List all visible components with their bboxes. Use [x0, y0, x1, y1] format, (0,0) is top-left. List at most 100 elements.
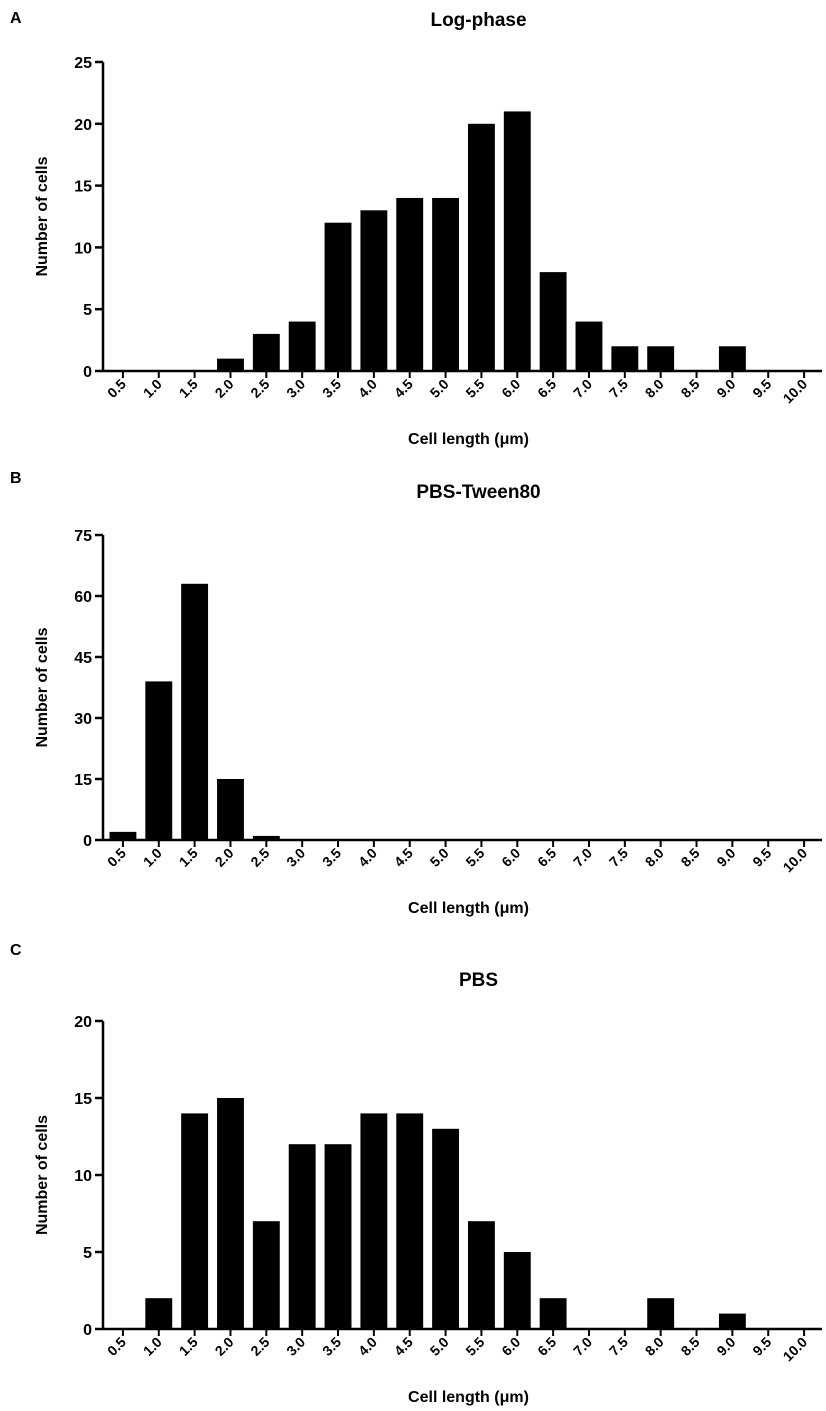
panel-letter: B: [10, 470, 22, 487]
x-tick-label: 2.5: [247, 376, 272, 401]
bar-2.0: [217, 1098, 244, 1329]
bar-1.5: [181, 1113, 209, 1329]
x-tick-label: 1.0: [140, 1334, 165, 1359]
x-tick-label: 9.5: [749, 376, 774, 401]
y-tick-label: 25: [74, 55, 92, 72]
x-tick-label: 7.5: [606, 1334, 631, 1359]
bar-6.5: [539, 1298, 567, 1329]
x-tick-label: 5.0: [427, 845, 452, 870]
y-tick-label: 30: [74, 711, 92, 728]
bar-2.0: [217, 779, 244, 840]
x-tick-label: 5.0: [427, 1334, 452, 1359]
x-tick-label: 3.5: [319, 1334, 344, 1359]
x-tick-label: 6.0: [498, 376, 523, 401]
y-tick-label: 15: [74, 772, 92, 789]
bar-1.0: [145, 681, 173, 840]
y-tick-label: 10: [74, 240, 92, 257]
histogram-log-phase: Log-phase 0 5 10 15 20 25 Number of cells 0.5 1.0…: [34, 10, 822, 448]
bar-1.5: [181, 583, 209, 840]
bar-5.0: [432, 197, 460, 371]
x-tick-label: 10.0: [780, 845, 811, 876]
x-tick-label: 8.0: [642, 1334, 667, 1359]
x-tick-label: 4.5: [391, 1334, 416, 1359]
x-tick-label: 7.5: [606, 376, 631, 401]
x-tick-label: 1.5: [176, 1334, 201, 1359]
histogram-pbs: PBS 0 5 10 15 20 Number of cells 0.5 1.0 1.5 2.0 2.…: [34, 970, 822, 1406]
x-tick-label: 5.5: [462, 1334, 487, 1359]
bar-3.0: [288, 1144, 316, 1329]
bar-8.0: [647, 346, 675, 371]
y-tick-label: 10: [74, 1168, 92, 1185]
x-axis-label: Cell length (μm): [408, 900, 529, 917]
x-tick-label: 8.0: [642, 845, 667, 870]
panel-letter: A: [10, 10, 22, 27]
y-tick-label: 5: [83, 1245, 92, 1262]
bar-2.0: [217, 358, 244, 371]
bar-6.5: [539, 272, 567, 371]
bar-4.0: [360, 1113, 388, 1329]
x-tick-label: 6.0: [498, 845, 523, 870]
y-tick-label: 20: [74, 117, 92, 134]
x-tick-label: 4.0: [355, 845, 380, 870]
panel-letter: C: [10, 942, 22, 959]
histogram-pbs-tween80: PBS-Tween80 0 15 30 45 60 75 Number of cells 0.5…: [34, 482, 822, 917]
x-axis-label: Cell length (μm): [408, 1389, 529, 1406]
x-tick-label: 1.5: [176, 845, 201, 870]
y-axis-label: Number of cells: [34, 1115, 51, 1235]
y-axis-label: Number of cells: [34, 627, 51, 747]
x-tick-label: 9.5: [749, 1334, 774, 1359]
x-tick-label: 3.0: [283, 376, 308, 401]
x-tick-label: 1.0: [140, 845, 165, 870]
y-tick-label: 75: [74, 528, 92, 545]
x-tick-label: 4.5: [391, 845, 416, 870]
panel-c: C PBS 0 5 10 15 20 Number of cells 0.5 1.0 1.5 2.0…: [0, 932, 826, 1411]
y-axis-label: Number of cells: [34, 156, 51, 276]
x-tick-label: 6.5: [534, 1334, 559, 1359]
chart-title: PBS: [459, 970, 498, 991]
x-tick-label: 6.0: [498, 1334, 523, 1359]
x-tick-label: 6.5: [534, 845, 559, 870]
x-tick-label: 0.5: [104, 845, 129, 870]
bar-2.5: [252, 333, 280, 371]
y-tick-label: 0: [83, 1322, 92, 1339]
chart-title: PBS-Tween80: [416, 482, 540, 503]
bar-7.5: [611, 346, 639, 371]
bar-5.5: [467, 1221, 495, 1329]
panel-b: B PBS-Tween80 0 15 30 45 60 75 Number of cells 0…: [0, 460, 826, 932]
bar-9.0: [718, 1313, 746, 1329]
y-tick-label: 5: [83, 302, 92, 319]
x-tick-label: 3.0: [283, 845, 308, 870]
x-tick-label: 4.0: [355, 376, 380, 401]
x-tick-label: 2.0: [212, 845, 237, 870]
bar-2.5: [252, 1221, 280, 1329]
x-tick-label: 3.5: [319, 845, 344, 870]
bar-4.5: [396, 197, 424, 371]
y-tick-label: 15: [74, 1091, 92, 1108]
x-tick-label: 8.0: [642, 376, 667, 401]
y-tick-label: 15: [74, 179, 92, 196]
x-tick-label: 2.5: [247, 845, 272, 870]
bar-3.5: [324, 1144, 352, 1329]
x-tick-label: 3.0: [283, 1334, 308, 1359]
y-tick-label: 20: [74, 1014, 92, 1031]
y-tick-label: 60: [74, 589, 92, 606]
bar-5.5: [467, 123, 495, 371]
x-tick-label: 9.0: [713, 845, 738, 870]
x-tick-label: 9.5: [749, 845, 774, 870]
x-tick-label: 4.0: [355, 1334, 380, 1359]
y-tick-label: 0: [83, 364, 92, 381]
bar-6.0: [503, 111, 531, 371]
x-tick-label: 2.0: [212, 1334, 237, 1359]
y-tick-label: 45: [74, 650, 92, 667]
bar-4.0: [360, 210, 388, 371]
x-tick-label: 4.5: [391, 376, 416, 401]
bar-9.0: [718, 346, 746, 371]
x-tick-label: 1.0: [140, 376, 165, 401]
x-tick-label: 8.5: [678, 376, 703, 401]
bar-8.0: [647, 1298, 675, 1329]
x-tick-label: 0.5: [104, 1334, 129, 1359]
bar-7.0: [575, 321, 603, 371]
x-tick-label: 2.0: [212, 376, 237, 401]
x-tick-label: 8.5: [678, 845, 703, 870]
x-tick-label: 6.5: [534, 376, 559, 401]
